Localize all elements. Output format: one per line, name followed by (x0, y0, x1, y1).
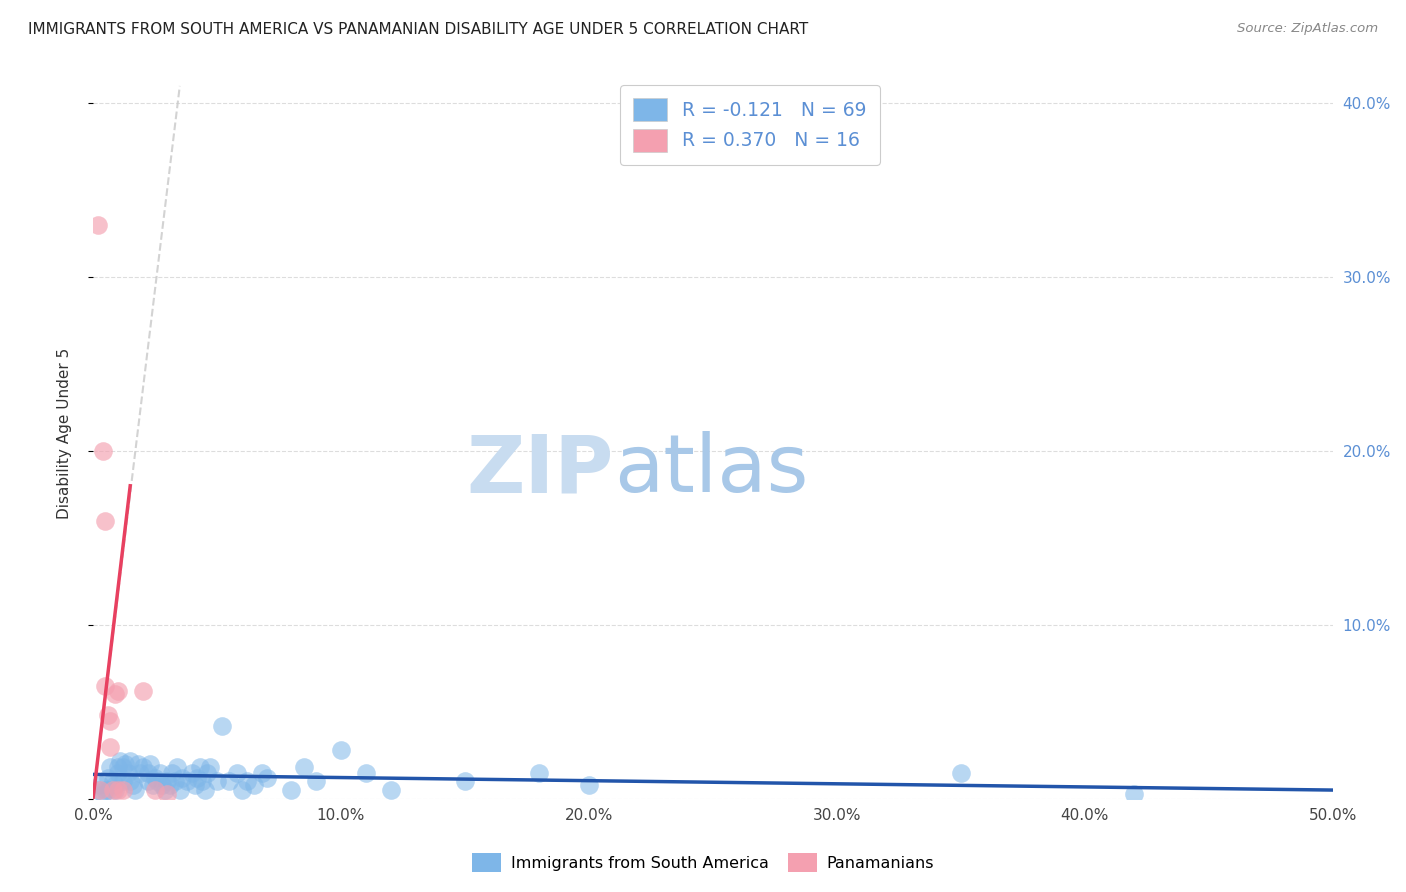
Point (191, 774, 214, 789)
Point (94, 514, 117, 528)
Point (91, 787, 114, 801)
Point (330, 743, 353, 757)
Point (98, 739, 121, 754)
Text: atlas: atlas (613, 431, 808, 509)
Point (139, 756, 162, 771)
Point (114, 756, 136, 771)
Point (188, 760, 211, 774)
Point (94, 783, 117, 797)
Point (354, 765, 377, 780)
Point (169, 783, 191, 797)
Point (136, 765, 159, 780)
Point (89, 783, 111, 797)
Point (211, 719, 233, 733)
Point (89, 778, 111, 792)
Point (218, 774, 240, 789)
Point (159, 778, 181, 792)
Point (243, 778, 266, 792)
Point (107, 684, 129, 698)
Point (162, 765, 184, 780)
Point (578, 778, 600, 792)
Point (94, 679, 117, 693)
Point (104, 688, 127, 702)
Point (380, 783, 402, 797)
Text: ZIP: ZIP (467, 431, 613, 509)
Point (186, 771, 208, 785)
Point (231, 783, 253, 797)
Point (152, 778, 174, 792)
Point (141, 778, 163, 792)
Point (529, 765, 551, 780)
Point (176, 774, 198, 789)
Point (121, 778, 143, 792)
Point (156, 774, 179, 789)
Point (98, 760, 121, 774)
Point (172, 771, 194, 785)
Point (181, 765, 204, 780)
Point (101, 774, 124, 789)
Point (111, 783, 134, 797)
Legend: Immigrants from South America, Panamanians: Immigrants from South America, Panamania… (464, 845, 942, 880)
Point (110, 754, 132, 768)
Point (305, 774, 328, 789)
Legend: R = -0.121   N = 69, R = 0.370   N = 16: R = -0.121 N = 69, R = 0.370 N = 16 (620, 86, 880, 165)
Point (97, 708, 120, 723)
Point (104, 783, 127, 797)
Point (101, 783, 124, 797)
Point (111, 774, 134, 789)
Point (107, 760, 129, 774)
Point (104, 778, 127, 792)
Point (97, 771, 120, 785)
Text: Source: ZipAtlas.com: Source: ZipAtlas.com (1237, 22, 1378, 36)
Point (454, 774, 477, 789)
Point (111, 760, 134, 774)
Point (87, 218, 110, 232)
Point (194, 783, 217, 797)
Point (87, 783, 110, 797)
Point (250, 765, 273, 780)
Point (120, 774, 142, 789)
Point (107, 783, 129, 797)
Point (235, 774, 257, 789)
Point (131, 760, 153, 774)
Point (183, 778, 205, 792)
Point (166, 760, 188, 774)
Point (131, 684, 153, 698)
Point (156, 787, 179, 801)
Point (1123, 787, 1146, 801)
Point (256, 771, 278, 785)
Text: IMMIGRANTS FROM SOUTH AMERICA VS PANAMANIAN DISABILITY AGE UNDER 5 CORRELATION C: IMMIGRANTS FROM SOUTH AMERICA VS PANAMAN… (28, 22, 808, 37)
Point (149, 765, 172, 780)
Point (97, 783, 120, 797)
Point (127, 756, 149, 771)
Point (143, 771, 166, 785)
Point (225, 765, 247, 780)
Point (280, 783, 302, 797)
Y-axis label: Disability Age Under 5: Disability Age Under 5 (58, 348, 72, 519)
Point (120, 754, 142, 768)
Point (98, 714, 121, 728)
Point (292, 760, 315, 774)
Point (146, 774, 169, 789)
Point (136, 774, 159, 789)
Point (198, 760, 221, 774)
Point (143, 783, 166, 797)
Point (163, 774, 186, 789)
Point (205, 774, 228, 789)
Point (153, 783, 176, 797)
Point (117, 765, 139, 780)
Point (91, 444, 114, 458)
Point (949, 765, 972, 780)
Point (124, 783, 146, 797)
Point (129, 765, 152, 780)
Point (107, 765, 129, 780)
Point (195, 765, 218, 780)
